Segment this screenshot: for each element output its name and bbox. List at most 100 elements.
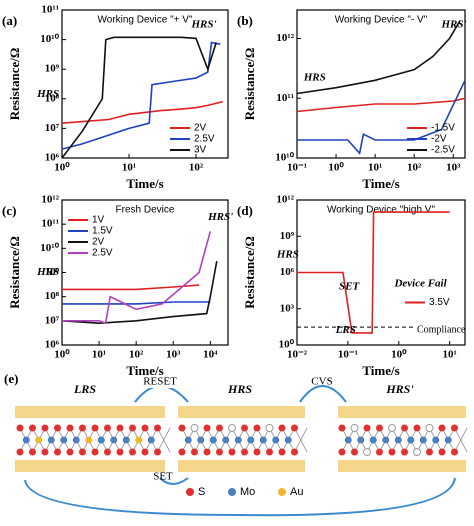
- series-line: [297, 211, 450, 334]
- atom: [66, 424, 74, 432]
- arrow: [24, 477, 456, 517]
- atom: [350, 424, 359, 432]
- y-tick-label: 10⁰: [279, 339, 295, 351]
- x-tick-label: 10¹: [92, 349, 106, 361]
- x-tick-label: 10¹: [443, 349, 457, 361]
- atom: [444, 436, 452, 444]
- atom: [228, 424, 236, 432]
- x-tick-label: 10¹: [368, 162, 382, 174]
- atom: [259, 436, 267, 444]
- atom: [438, 448, 446, 456]
- y-tick-label: 10¹⁰: [40, 33, 59, 45]
- chart: (d) Working Device "high V" Time/s Resistan…: [237, 194, 466, 378]
- atom: [284, 436, 292, 444]
- series-line: [61, 100, 223, 124]
- plot-frame: [296, 9, 466, 159]
- panel-label: (e): [4, 371, 18, 386]
- atom: [203, 448, 211, 456]
- legend-label: 2.5V: [92, 248, 113, 259]
- atom: [29, 448, 36, 456]
- chart: (a) Working Device "+ V" Time/s Resistance/…: [2, 4, 229, 191]
- atom: [122, 436, 130, 444]
- atom: [222, 436, 230, 444]
- y-tick-label: 10¹²: [41, 194, 59, 206]
- chart-title: Working Device "- V": [335, 15, 428, 26]
- chart-title: Working Device "high V": [327, 205, 436, 216]
- atom: [216, 448, 223, 456]
- atom: [265, 424, 274, 432]
- x-axis-label: Time/s: [126, 176, 163, 191]
- series-line: [62, 284, 200, 291]
- y-tick-label: 10⁸: [45, 92, 60, 104]
- y-tick-label: 10⁹: [45, 266, 60, 278]
- x-axis-label: Time/s: [126, 363, 163, 378]
- legend-label: 1V: [92, 215, 105, 226]
- atom: [104, 448, 111, 456]
- bond: [163, 427, 171, 441]
- atom: [241, 424, 248, 432]
- y-tick-label: 10⁹: [280, 230, 295, 242]
- atom: [278, 448, 286, 456]
- series-line: [297, 79, 466, 156]
- x-tick-label: 10⁰: [54, 349, 70, 361]
- series-line: [62, 301, 211, 305]
- atom: [209, 436, 217, 444]
- atom: [178, 424, 186, 432]
- atom: [394, 436, 402, 444]
- panel-label: (d): [237, 203, 253, 218]
- atom: [116, 424, 124, 432]
- atom: [344, 436, 352, 444]
- atom: [241, 448, 248, 456]
- atom: [388, 448, 396, 456]
- atom: [413, 424, 421, 432]
- state-label: LRS: [73, 382, 96, 396]
- atom: [85, 436, 93, 444]
- atom: [141, 448, 149, 456]
- transition-label: RESET: [143, 376, 177, 388]
- atom: [16, 448, 24, 456]
- electrode: [178, 460, 305, 472]
- legend-dot: [228, 488, 236, 496]
- atom: [278, 424, 286, 432]
- panel-label: (b): [237, 13, 253, 28]
- arrow: [159, 477, 189, 485]
- annotation: HRS: [36, 88, 59, 100]
- atom: [451, 424, 458, 432]
- y-tick-label: 10¹¹: [41, 218, 59, 230]
- y-tick-label: 10⁸: [45, 290, 60, 302]
- y-tick-label: 10³: [280, 302, 295, 314]
- annotation: Device Fail: [393, 278, 447, 290]
- y-tick-label: 10⁷: [45, 314, 60, 326]
- atom: [116, 448, 124, 456]
- legend-label: -1.5V: [431, 123, 455, 134]
- x-tick-label: 10⁴: [203, 349, 218, 361]
- atom: [197, 436, 205, 444]
- electrode: [15, 460, 165, 472]
- atom: [104, 424, 111, 432]
- reference-label: Compliance: [417, 324, 466, 335]
- panel-label: (a): [2, 13, 17, 28]
- legend-dot: [186, 488, 194, 496]
- series-line: [61, 41, 221, 150]
- atom: [407, 436, 415, 444]
- atom: [72, 436, 80, 444]
- atom: [376, 424, 383, 432]
- atom: [363, 424, 371, 432]
- atom: [154, 424, 161, 432]
- state-label: HRS: [227, 382, 252, 396]
- atom: [425, 424, 434, 432]
- plot-frame: [61, 199, 229, 346]
- atom: [363, 448, 371, 456]
- atom: [388, 424, 396, 432]
- plot-frame: [61, 9, 229, 159]
- atom: [291, 448, 298, 456]
- annotation: LRS: [335, 324, 356, 336]
- annotation: HRS: [276, 249, 299, 261]
- bond: [460, 439, 468, 453]
- bond: [460, 427, 468, 441]
- legend-label: 2V: [194, 123, 207, 134]
- label-box: [138, 374, 182, 388]
- atom: [141, 424, 149, 432]
- y-tick-label: 10¹²: [276, 194, 294, 206]
- x-tick-label: 10³: [446, 162, 461, 174]
